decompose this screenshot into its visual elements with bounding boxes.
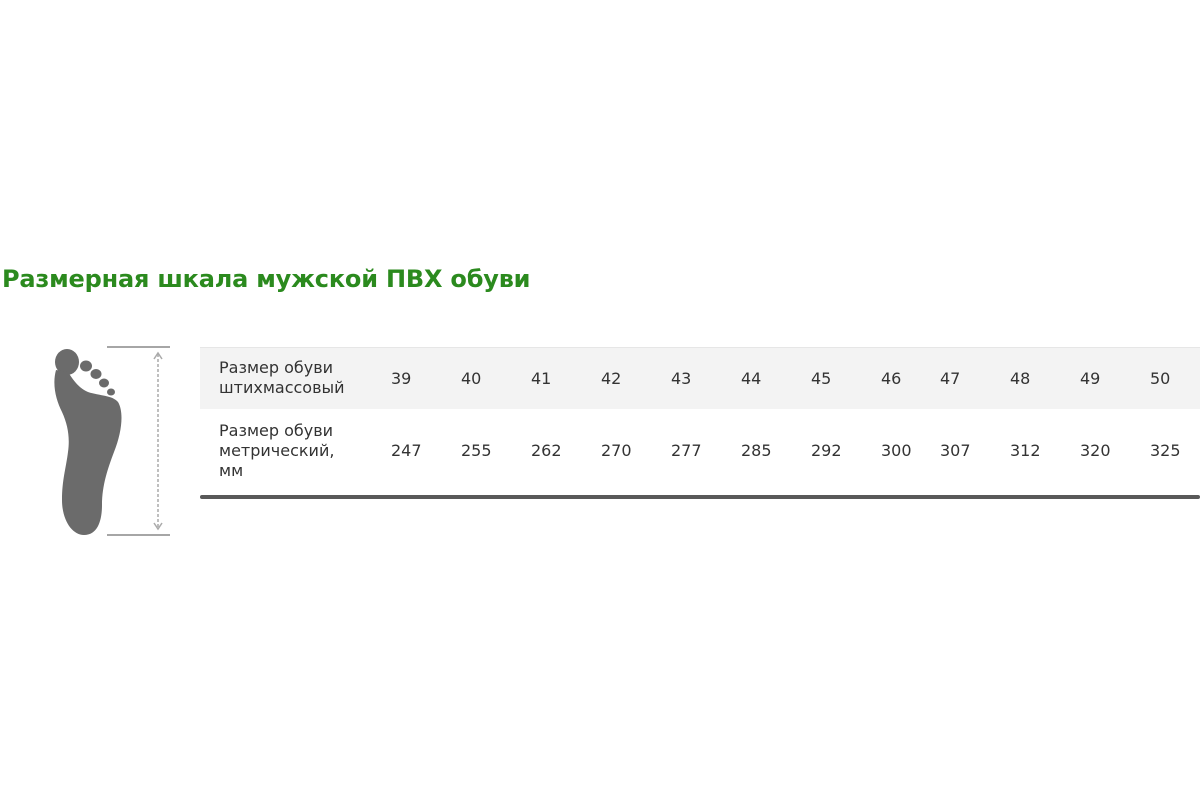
- foot-length-icon: [54, 346, 170, 536]
- table-cell: 307: [940, 441, 971, 460]
- table-cell: 40: [461, 369, 482, 388]
- table-row-metric: Размер обуви метрический, мм 247 255 262 270 27…: [200, 409, 1200, 494]
- row-label-line: Размер обуви: [219, 421, 334, 440]
- table-cell: 255: [461, 441, 492, 460]
- table-cell: 262: [531, 441, 562, 460]
- table-row-stichmass: Размер обуви штихмассовый 39 40 41 42 43 44 45 46…: [200, 347, 1200, 410]
- table-cell: 42: [601, 369, 622, 388]
- table-cell: 285: [741, 441, 772, 460]
- page-title: Размерная шкала мужской ПВХ обуви: [2, 265, 531, 293]
- table-cell: 49: [1080, 369, 1101, 388]
- table-cell: 312: [1010, 441, 1041, 460]
- table-cell: 48: [1010, 369, 1031, 388]
- row-label-line: мм: [219, 461, 244, 480]
- table-cell: 292: [811, 441, 842, 460]
- row-label-line: Размер обуви: [219, 358, 334, 377]
- row-label: Размер обуви метрический, мм: [219, 421, 334, 481]
- table-cell: 41: [531, 369, 552, 388]
- table-cell: 277: [671, 441, 702, 460]
- table-cell: 39: [391, 369, 412, 388]
- table-cell: 44: [741, 369, 762, 388]
- row-label: Размер обуви штихмассовый: [219, 358, 345, 398]
- table-cell: 270: [601, 441, 632, 460]
- table-bottom-rule: [200, 495, 1200, 499]
- table-cell: 43: [671, 369, 692, 388]
- table-cell: 320: [1080, 441, 1111, 460]
- table-cell: 300: [881, 441, 912, 460]
- table-cell: 247: [391, 441, 422, 460]
- table-cell: 325: [1150, 441, 1181, 460]
- row-label-line: метрический,: [219, 441, 335, 460]
- table-cell: 45: [811, 369, 832, 388]
- row-label-line: штихмассовый: [219, 378, 345, 397]
- table-cell: 50: [1150, 369, 1171, 388]
- table-cell: 47: [940, 369, 961, 388]
- table-cell: 46: [881, 369, 902, 388]
- size-table: Размер обуви штихмассовый 39 40 41 42 43 44 45 46…: [200, 347, 1200, 500]
